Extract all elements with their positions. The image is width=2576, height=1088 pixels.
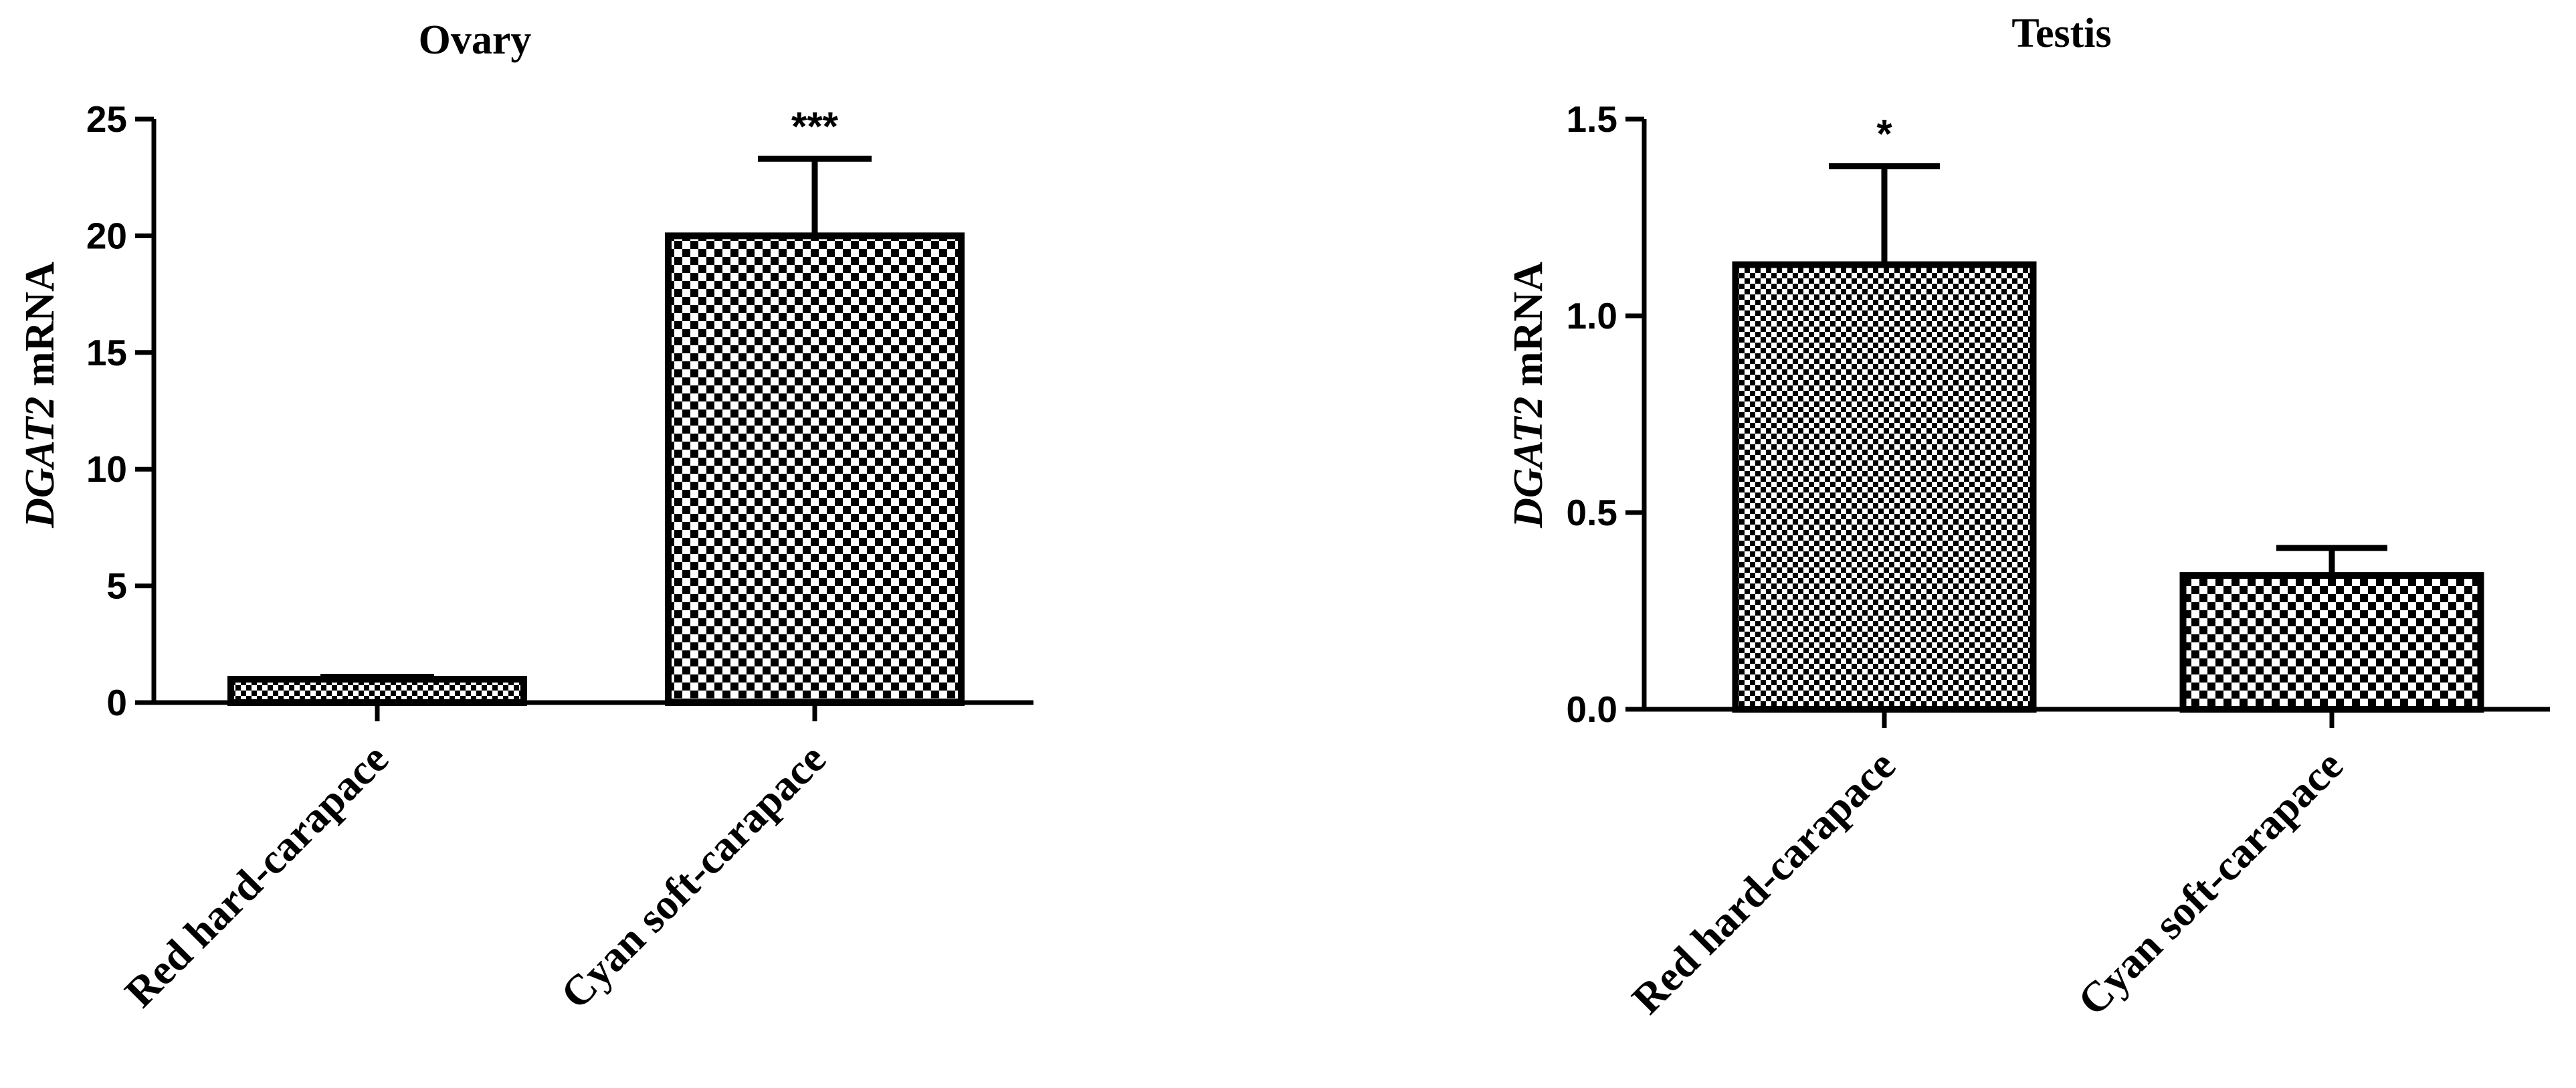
y-tick-label: 1.0 xyxy=(1567,295,1617,337)
y-tick-label: 0 xyxy=(106,682,127,723)
y-tick-label: 10 xyxy=(86,448,127,490)
y-tick-label: 20 xyxy=(86,215,127,256)
significance-label: * xyxy=(1876,112,1892,157)
x-axis-categories: Red hard-carapace Cyan soft-carapace xyxy=(116,735,835,1018)
y-axis-label-gene: DGAT2 xyxy=(1506,397,1551,529)
bar xyxy=(2179,572,2484,713)
y-axis-label-unit: mRNA xyxy=(17,262,63,386)
bars xyxy=(227,232,965,721)
error-bars xyxy=(320,155,872,681)
x-category-label: Cyan soft-carapace xyxy=(2068,741,2351,1024)
y-axis-label: DGAT2 mRNA xyxy=(17,262,63,529)
x-category-label: Cyan soft-carapace xyxy=(551,735,834,1018)
x-category-label: Red hard-carapace xyxy=(116,735,397,1016)
significance-marks: *** xyxy=(791,104,839,149)
bar xyxy=(1732,261,2037,713)
y-tick-label: 25 xyxy=(86,98,127,140)
significance-marks: * xyxy=(1876,112,1892,157)
error-bars xyxy=(1829,163,2387,576)
bar xyxy=(227,676,527,706)
chart-title: Testis xyxy=(2011,11,2111,56)
y-axis-label-unit: mRNA xyxy=(1506,262,1551,386)
y-tick-label: 5 xyxy=(106,565,127,607)
y-tick-label: 0.0 xyxy=(1567,689,1617,730)
significance-label: *** xyxy=(791,104,839,149)
y-tick-label: 1.5 xyxy=(1567,98,1617,140)
y-axis-ticks: 0 5 10 15 20 25 xyxy=(86,98,154,723)
chart-title: Ovary xyxy=(419,17,532,63)
bar xyxy=(665,232,965,706)
ovary-chart: Ovary DGAT2 mRNA 0 5 10 15 20 25 *** Red hard… xyxy=(17,17,1033,1018)
bars xyxy=(1732,261,2484,728)
y-tick-label: 0.5 xyxy=(1567,492,1617,533)
y-axis-ticks: 0.0 0.5 1.0 1.5 xyxy=(1567,98,1644,730)
y-axis-label-gene: DGAT2 xyxy=(17,397,63,529)
y-tick-label: 15 xyxy=(86,332,127,373)
y-axis-label: DGAT2 mRNA xyxy=(1506,262,1551,529)
x-category-label: Red hard-carapace xyxy=(1623,741,1904,1023)
testis-chart: Testis DGAT2 mRNA 0.0 0.5 1.0 1.5 * Red har… xyxy=(1506,11,2550,1024)
x-axis-categories: Red hard-carapace Cyan soft-carapace xyxy=(1623,741,2352,1024)
